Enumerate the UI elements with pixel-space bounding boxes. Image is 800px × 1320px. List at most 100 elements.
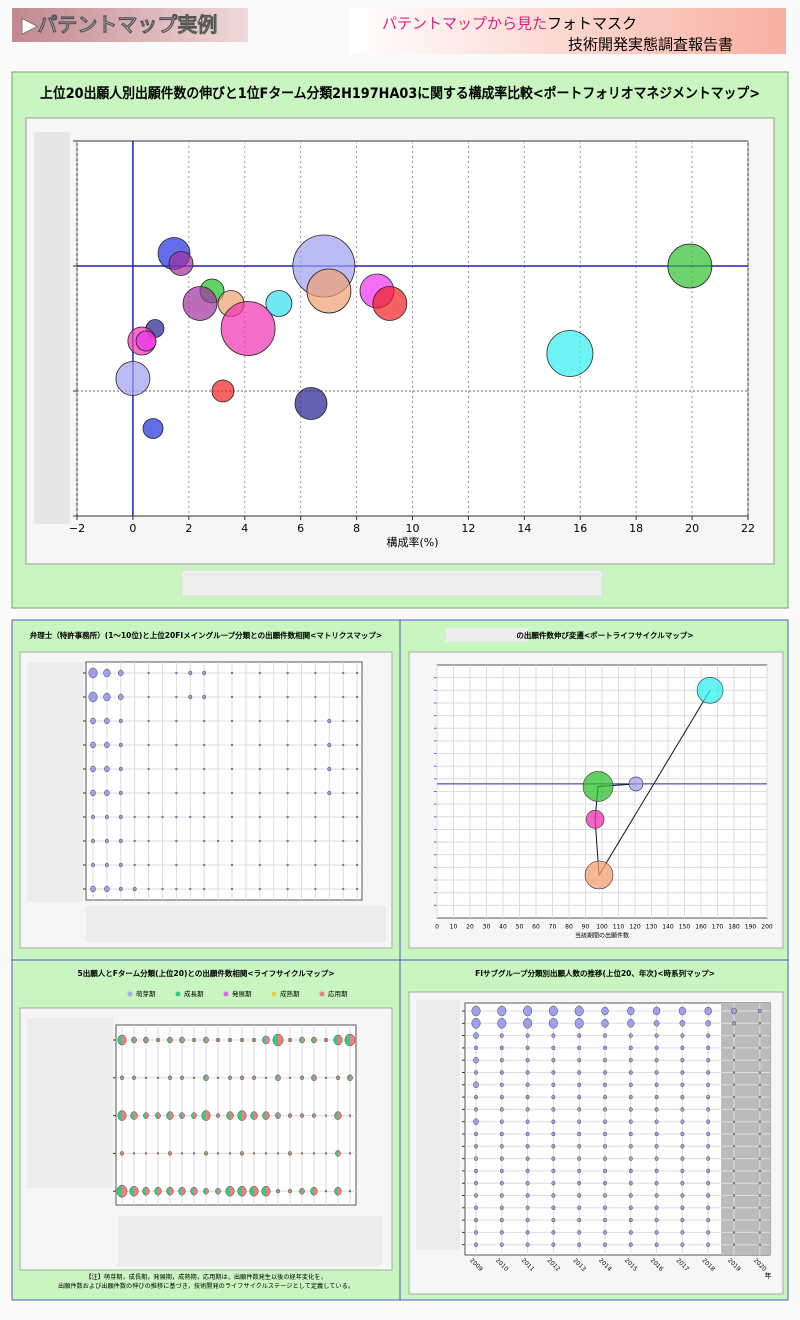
bubble — [628, 1119, 633, 1124]
bubble — [603, 1131, 607, 1137]
bubble — [474, 1242, 478, 1247]
bubble — [732, 1046, 736, 1050]
bubble — [680, 1230, 685, 1235]
bubble — [324, 1114, 328, 1117]
bubble — [286, 791, 289, 795]
bubble — [311, 1074, 317, 1082]
x-tick-label: 120 — [629, 924, 641, 931]
bubble — [314, 743, 317, 747]
bubble — [133, 863, 136, 867]
bubble — [342, 863, 345, 867]
bubble — [144, 1152, 148, 1155]
bubble — [129, 1185, 139, 1197]
bubble — [324, 1152, 328, 1155]
bubble — [336, 1075, 340, 1081]
bubble — [175, 815, 178, 819]
bubble — [525, 1193, 530, 1198]
bubble — [230, 815, 234, 819]
bubble — [275, 1074, 281, 1082]
bubble — [628, 1094, 633, 1100]
bubble — [118, 669, 124, 677]
bubble — [732, 1194, 736, 1197]
bubble — [680, 1082, 685, 1088]
bubble — [628, 1045, 633, 1051]
bubble — [133, 839, 136, 843]
bubble — [203, 863, 206, 867]
bubble — [654, 1082, 659, 1088]
bubble — [654, 1193, 659, 1198]
bubble — [324, 1189, 328, 1193]
legend-label: 発展期 — [232, 989, 252, 998]
bubble — [147, 839, 150, 843]
bubble — [525, 1180, 530, 1186]
bubble — [90, 741, 96, 749]
bubble — [264, 1076, 268, 1080]
x-tick-label: 110 — [613, 924, 625, 931]
bubble — [131, 1036, 137, 1044]
bubble — [654, 1033, 659, 1038]
bubble — [628, 1156, 633, 1161]
bubble — [314, 791, 317, 795]
bubble — [577, 1045, 582, 1051]
bubble — [758, 1034, 761, 1037]
bubble — [499, 1168, 504, 1174]
x-tick-label: 22 — [741, 522, 755, 535]
bubble — [732, 1120, 736, 1123]
bubble — [473, 1056, 479, 1064]
bubble — [356, 743, 359, 747]
bubble — [288, 1188, 292, 1194]
bubble — [188, 694, 193, 700]
bubble — [551, 1070, 556, 1075]
bubble — [474, 1217, 478, 1223]
bubble — [474, 1070, 478, 1075]
bubble — [288, 1037, 292, 1043]
bubble — [654, 1107, 659, 1112]
bubble — [237, 1185, 247, 1197]
bubble — [225, 1185, 235, 1197]
bubble — [499, 1131, 504, 1137]
bubble — [758, 1058, 761, 1062]
bubble — [166, 1111, 174, 1120]
bubble — [628, 776, 644, 792]
bubble — [627, 1019, 635, 1028]
x-tick-label: 70 — [549, 924, 557, 931]
bubble — [356, 815, 359, 819]
bubble — [142, 1186, 150, 1196]
bubble — [577, 1168, 582, 1174]
bubble — [220, 301, 276, 356]
bubble — [147, 743, 150, 747]
bubble — [156, 1152, 160, 1155]
bubble — [90, 789, 96, 797]
bubble — [286, 743, 289, 747]
bubble — [758, 1169, 761, 1173]
bubble — [680, 1168, 685, 1174]
bubble — [758, 1206, 761, 1210]
bubble — [356, 719, 359, 723]
bubble — [499, 1205, 504, 1211]
bubble — [706, 1070, 711, 1075]
bubble — [758, 1231, 761, 1234]
bubble — [356, 839, 359, 843]
bubble — [628, 1217, 633, 1223]
bubble — [706, 1242, 711, 1247]
bubble — [344, 1033, 356, 1047]
bubble — [706, 1230, 711, 1235]
bubble — [758, 1132, 761, 1136]
x-tick-label: 14 — [517, 522, 531, 535]
bubble — [314, 671, 317, 675]
bubble — [192, 1152, 196, 1155]
bubble — [706, 1144, 711, 1149]
bubble — [577, 1070, 582, 1075]
bubble — [551, 1205, 556, 1211]
bubble — [288, 1113, 292, 1118]
bubble — [314, 695, 317, 699]
bubble — [706, 1033, 711, 1038]
bubble — [203, 767, 206, 771]
bubble — [132, 886, 137, 892]
x-tick-label: 190 — [745, 924, 757, 931]
bubble — [118, 862, 123, 868]
bubble — [499, 1070, 504, 1075]
bubble — [203, 839, 206, 843]
bubble — [201, 1110, 211, 1121]
